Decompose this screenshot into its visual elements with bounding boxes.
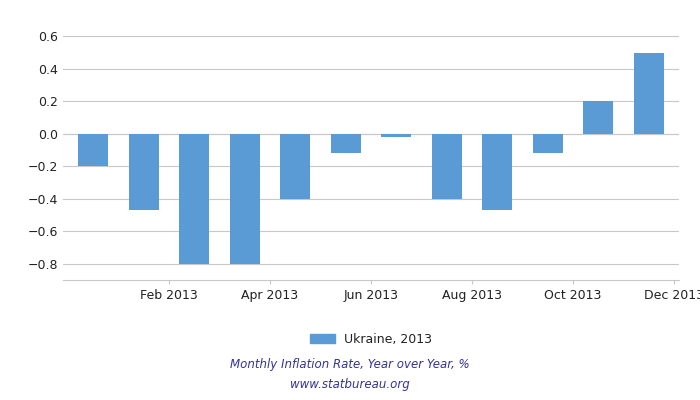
Bar xyxy=(482,134,512,210)
Text: Monthly Inflation Rate, Year over Year, %: Monthly Inflation Rate, Year over Year, … xyxy=(230,358,470,371)
Bar xyxy=(179,134,209,264)
Bar xyxy=(634,52,664,134)
Bar xyxy=(129,134,159,210)
Bar xyxy=(381,134,412,137)
Bar xyxy=(230,134,260,264)
Bar xyxy=(280,134,310,199)
Bar xyxy=(78,134,108,166)
Legend: Ukraine, 2013: Ukraine, 2013 xyxy=(304,328,438,351)
Bar xyxy=(432,134,462,199)
Text: www.statbureau.org: www.statbureau.org xyxy=(290,378,410,391)
Bar xyxy=(583,101,613,134)
Bar xyxy=(533,134,563,153)
Bar xyxy=(330,134,361,153)
